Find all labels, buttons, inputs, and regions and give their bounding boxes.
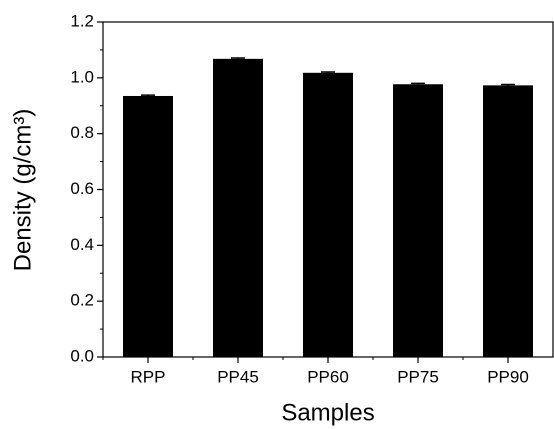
error-bar — [231, 57, 245, 60]
bar — [123, 95, 173, 358]
bar — [393, 84, 443, 358]
y-tick-label: 0.8 — [70, 123, 94, 142]
y-tick-label: 0.2 — [70, 291, 94, 310]
error-bar — [141, 94, 155, 97]
error-bar — [501, 83, 515, 87]
y-tick-label: 0.0 — [70, 346, 94, 365]
y-tick-label: 0.4 — [70, 235, 94, 254]
y-tick-label: 1.2 — [70, 11, 94, 30]
bar — [483, 85, 533, 357]
y-axis-title: Density (g/cm³) — [9, 109, 36, 272]
x-tick-label: PP75 — [397, 367, 439, 386]
bar — [303, 72, 353, 357]
x-tick-label: PP60 — [307, 367, 349, 386]
x-tick-label: PP45 — [217, 367, 259, 386]
x-tick-label: RPP — [131, 367, 166, 386]
x-axis-title: Samples — [281, 399, 374, 426]
error-bar — [321, 71, 335, 74]
y-tick-label: 1.0 — [70, 67, 94, 86]
x-tick-label: PP90 — [487, 367, 529, 386]
error-bar — [411, 82, 425, 86]
bar — [213, 58, 263, 357]
y-tick-label: 0.6 — [70, 179, 94, 198]
